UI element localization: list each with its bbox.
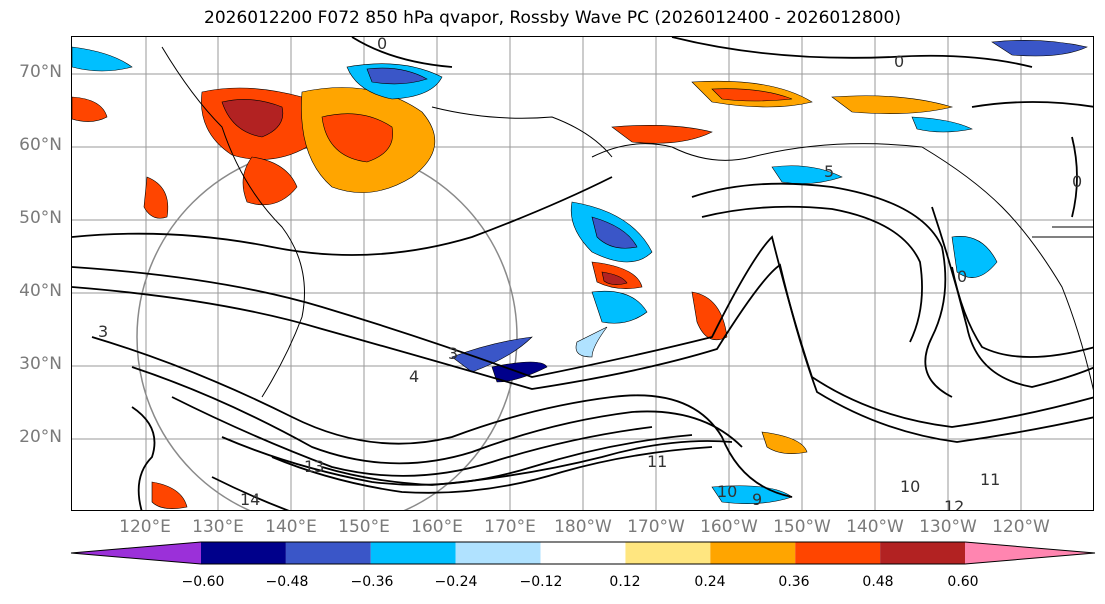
colorbar-segment <box>625 542 711 564</box>
colorbar-tick: 0.36 <box>778 574 810 590</box>
contour-label-group: 0 0 0 0 3 3 4 5 9 10 10 11 11 12 13 14 <box>98 37 1082 511</box>
lon-label-180w: 180°W <box>554 517 612 537</box>
contour-label: 0 <box>894 52 904 71</box>
lat-label-40n: 40°N <box>19 281 62 301</box>
range-circle <box>136 146 518 510</box>
contour-label: 0 <box>957 267 967 286</box>
colorbar-tick: −0.60 <box>181 574 225 590</box>
lon-label-140w: 140°W <box>846 517 904 537</box>
lon-label-170e: 170°E <box>484 517 536 537</box>
contour-label: 0 <box>1072 172 1082 191</box>
colorbar-tick: 0.60 <box>947 574 979 590</box>
coastlines <box>161 46 1093 398</box>
contour-label: 10 <box>717 482 737 501</box>
colorbar-extend-low <box>71 542 201 564</box>
contour-label: 3 <box>448 344 458 363</box>
map-panel: 0 0 0 0 3 3 4 5 9 10 10 11 11 12 13 14 <box>71 36 1094 511</box>
lat-label-30n: 30°N <box>19 354 62 374</box>
contour-label: 0 <box>377 37 387 53</box>
pressure-contours <box>72 37 1093 510</box>
lon-label-150w: 150°W <box>773 517 831 537</box>
lon-label-130e: 130°E <box>192 517 244 537</box>
lon-label-150e: 150°E <box>338 517 390 537</box>
colorbar-tick: 0.12 <box>609 574 641 590</box>
lon-label-130w: 130°W <box>919 517 977 537</box>
lon-label-160e: 160°E <box>411 517 463 537</box>
colorbar-tick: −0.12 <box>519 574 563 590</box>
contour-label: 3 <box>98 322 108 341</box>
colorbar-segment <box>710 542 796 564</box>
contour-label: 14 <box>240 490 260 509</box>
contour-label: 10 <box>900 477 920 496</box>
colorbar-segment <box>540 542 626 564</box>
colorbar-extend-high <box>965 542 1095 564</box>
lon-label-140e: 140°E <box>265 517 317 537</box>
colorbar-tick: −0.36 <box>350 574 394 590</box>
colorbar <box>70 541 1096 565</box>
map-canvas: 0 0 0 0 3 3 4 5 9 10 10 11 11 12 13 14 <box>72 37 1093 511</box>
lon-label-170w: 170°W <box>627 517 685 537</box>
colorbar-tick: 0.24 <box>694 574 726 590</box>
contour-label: 13 <box>304 457 324 476</box>
contour-label: 11 <box>647 452 667 471</box>
contour-label: 5 <box>824 162 834 181</box>
lon-label-120w: 120°W <box>992 517 1050 537</box>
colorbar-segment <box>370 542 456 564</box>
contour-label: 12 <box>944 497 964 511</box>
map-title: 2026012200 F072 850 hPa qvapor, Rossby W… <box>204 8 901 28</box>
qvapor-shading <box>72 40 1088 509</box>
colorbar-segment <box>795 542 881 564</box>
lon-label-120e: 120°E <box>119 517 171 537</box>
contour-label: 11 <box>980 470 1000 489</box>
contour-label: 9 <box>752 490 762 509</box>
lat-label-20n: 20°N <box>19 427 62 447</box>
lat-label-70n: 70°N <box>19 62 62 82</box>
colorbar-segment <box>880 542 965 564</box>
colorbar-segment <box>201 542 286 564</box>
colorbar-tick: −0.48 <box>265 574 309 590</box>
colorbar-segments <box>70 541 1096 565</box>
lat-label-50n: 50°N <box>19 208 62 228</box>
colorbar-tick: −0.24 <box>434 574 478 590</box>
colorbar-tick: 0.48 <box>862 574 894 590</box>
lon-label-160w: 160°W <box>700 517 758 537</box>
colorbar-segment <box>455 542 541 564</box>
contour-label: 4 <box>409 367 419 386</box>
colorbar-outline <box>70 541 1096 565</box>
colorbar-segment <box>285 542 371 564</box>
lat-label-60n: 60°N <box>19 135 62 155</box>
